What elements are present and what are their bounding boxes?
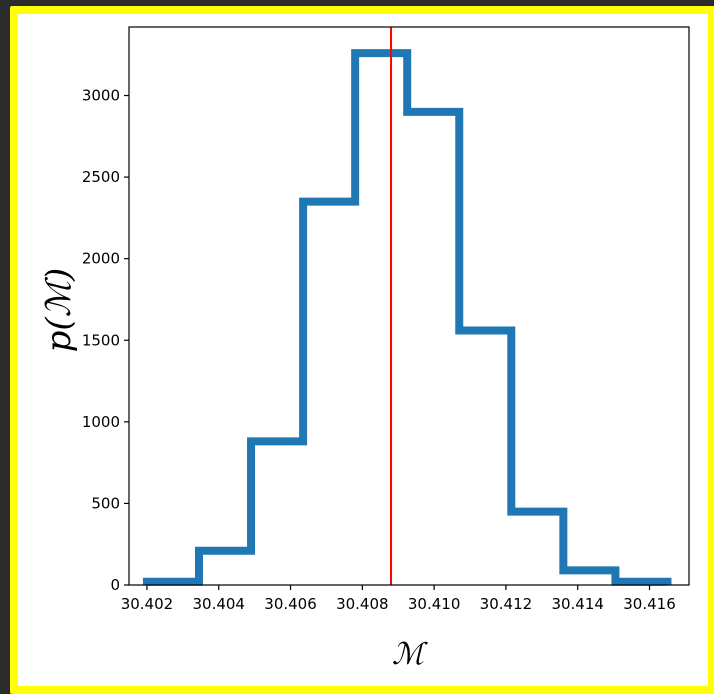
y-tick-label: 0	[110, 576, 120, 594]
x-tick-label: 30.406	[264, 595, 317, 613]
x-tick-label: 30.414	[551, 595, 604, 613]
chart-frame: 0 500 1000 1500 2000 2500 3000 30.402 30.404 30.…	[10, 6, 714, 694]
y-tick-label: 2000	[82, 250, 120, 268]
histogram-step-line	[142, 49, 672, 586]
y-axis-label: p(ℳ)	[39, 268, 79, 353]
plot-border	[128, 26, 690, 586]
plot-area	[128, 26, 690, 586]
x-tick-label: 30.402	[121, 595, 174, 613]
y-tick-label: 1000	[82, 413, 120, 431]
x-tick-label: 30.416	[623, 595, 676, 613]
x-tick-label: 30.404	[192, 595, 245, 613]
x-tick-label: 30.412	[480, 595, 533, 613]
y-tick-label: 3000	[82, 87, 120, 105]
x-axis-ticks: 30.402 30.404 30.406 30.408 30.410 30.412 30.4…	[121, 585, 676, 613]
x-tick-label: 30.410	[408, 595, 461, 613]
y-tick-label: 1500	[82, 331, 120, 349]
y-tick-label: 500	[91, 494, 120, 512]
x-tick-label: 30.408	[336, 595, 389, 613]
x-axis-label: ℳ	[392, 637, 428, 672]
y-tick-label: 2500	[82, 168, 120, 186]
y-axis-ticks: 0 500 1000 1500 2000 2500 3000	[82, 87, 129, 594]
